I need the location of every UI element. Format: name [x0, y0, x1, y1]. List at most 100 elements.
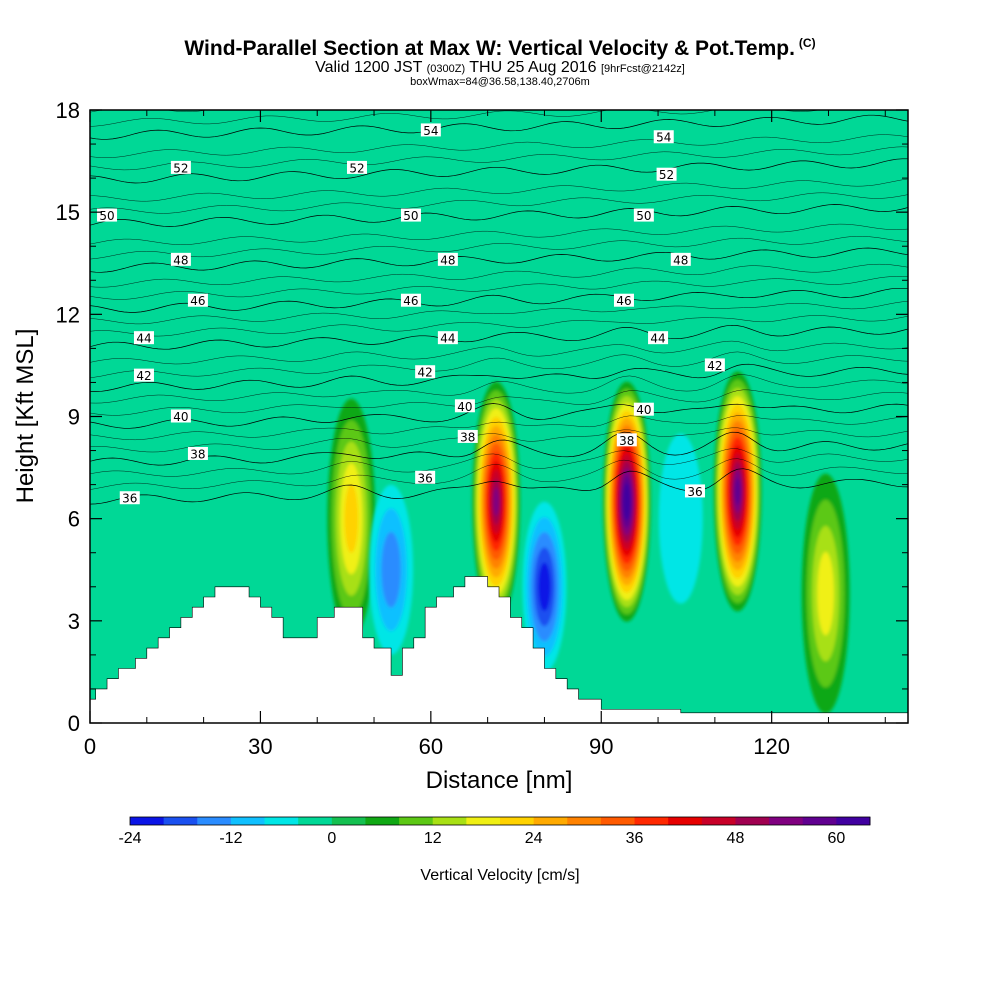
colorbar-swatch: [769, 817, 804, 825]
y-tick-label: 9: [68, 405, 80, 430]
contour-label-text: 52: [349, 161, 364, 175]
contour-label-box: [656, 167, 677, 181]
y-tick-label: 3: [68, 609, 80, 634]
contour-label-text: 52: [659, 168, 674, 182]
valid-utc: (0300Z): [426, 63, 466, 75]
y-tick-label: 0: [68, 711, 80, 736]
valid-prefix: Valid 1200 JST: [315, 59, 423, 76]
contour-labels: 54 54 52 52 52 50 50 50 48 48 48 46 46 46 44 44 44 42 42 42…: [97, 123, 725, 506]
contour-label-42: 42: [704, 358, 725, 373]
colorbar-tick-label: 0: [327, 830, 336, 847]
isentrope-lines: [90, 110, 908, 505]
contour-label-box: [400, 293, 421, 307]
colorbar-swatch: [365, 817, 400, 825]
contour-label-box: [346, 160, 367, 174]
contour-label-box: [420, 123, 441, 137]
isentrope-42: [90, 363, 908, 392]
isentrope-minor: [90, 427, 908, 453]
contour-label-text: 38: [619, 434, 634, 448]
isentrope-minor: [90, 389, 908, 416]
isentrope-minor: [90, 236, 908, 260]
isentrope-40: [90, 403, 908, 429]
contour-label-text: 50: [99, 209, 114, 223]
contour-label-box: [97, 208, 118, 222]
contour-label-50: 50: [97, 208, 118, 223]
colorbar: -24 -12 0 12 24 36 48 60: [118, 816, 871, 847]
contour-label-text: 36: [122, 492, 137, 506]
contour-label-box: [704, 358, 725, 372]
box-info: boxWmax=84@36.58,138.40,2706m: [410, 76, 590, 88]
contour-label-38: 38: [187, 446, 208, 461]
updraft-cell-3: [713, 371, 762, 612]
contour-label-text: 52: [173, 161, 188, 175]
contour-label-50: 50: [400, 208, 421, 223]
isentrope-44: [90, 324, 908, 350]
updraft-cell-1: [472, 381, 521, 622]
chart-subtitle: Valid 1200 JST (0300Z) THU 25 Aug 2016 […: [0, 59, 1000, 77]
contour-label-text: 48: [440, 253, 455, 267]
y-tick-label: 12: [56, 302, 80, 327]
contour-label-box: [613, 293, 634, 307]
contour-label-46: 46: [613, 293, 634, 308]
contour-label-36: 36: [119, 491, 140, 506]
updraft-cell-0: [327, 398, 376, 639]
colorbar-swatch: [432, 817, 467, 825]
isentrope-48: [90, 247, 908, 273]
colorbar-swatch: [701, 817, 736, 825]
colorbar-swatch: [533, 817, 568, 825]
y-tick-label: 6: [68, 507, 80, 532]
plot-area: 54 54 52 52 52 50 50 50 48 48 48 46 46 46 44 44 44 42 42 42…: [89, 109, 909, 724]
contour-label-box: [133, 368, 154, 382]
contour-label-46: 46: [187, 293, 208, 308]
contour-label-box: [170, 409, 191, 423]
contour-label-box: [653, 130, 674, 144]
contour-label-text: 38: [460, 430, 475, 444]
colorbar-title: Vertical Velocity [cm/s]: [420, 867, 579, 884]
contour-label-54: 54: [420, 123, 441, 138]
velocity-level-ellipse: [344, 484, 359, 553]
velocity-level-ellipse: [734, 478, 741, 505]
contour-label-text: 40: [457, 400, 472, 414]
colorbar-swatch: [567, 817, 602, 825]
forecast-info: [9hrFcst@2142z]: [600, 63, 685, 75]
colorbar-swatch: [130, 817, 165, 825]
contour-label-text: 38: [190, 447, 205, 461]
colorbar-swatch: [668, 817, 703, 825]
contour-label-52: 52: [346, 160, 367, 175]
colorbar-tick-label: 48: [727, 830, 745, 847]
contour-label-text: 48: [673, 253, 688, 267]
downdraft-cell-6: [522, 501, 567, 672]
colorbar-swatch: [802, 817, 837, 825]
contour-label-38: 38: [457, 429, 478, 444]
contour-label-44: 44: [437, 331, 458, 346]
velocity-level-ellipse: [381, 531, 401, 608]
y-tick-label: 15: [56, 200, 80, 225]
colorbar-swatch: [500, 817, 535, 825]
contour-label-text: 40: [636, 403, 651, 417]
contour-label-box: [400, 208, 421, 222]
contour-label-36: 36: [684, 484, 705, 499]
colorbar-swatch: [399, 817, 434, 825]
contour-label-box: [684, 484, 705, 498]
isentrope-minor: [90, 223, 908, 245]
velocity-level-ellipse: [493, 487, 500, 516]
contour-label-text: 46: [190, 294, 205, 308]
contour-label-box: [437, 252, 458, 266]
colorbar-swatch: [331, 817, 366, 825]
contour-label-text: 46: [616, 294, 631, 308]
contour-label-38: 38: [616, 433, 637, 448]
contour-label-text: 44: [440, 332, 455, 346]
contour-label-48: 48: [670, 252, 691, 267]
contour-label-box: [415, 470, 436, 484]
colorbar-swatch: [230, 817, 266, 825]
x-tick-label: 0: [84, 734, 96, 759]
contour-label-box: [119, 491, 140, 505]
contour-label-48: 48: [437, 252, 458, 267]
contour-label-box: [616, 433, 637, 447]
contour-label-box: [633, 208, 654, 222]
contour-label-text: 48: [173, 253, 188, 267]
contour-label-text: 42: [136, 369, 151, 383]
x-tick-label: 30: [248, 734, 272, 759]
contour-label-box: [457, 429, 478, 443]
